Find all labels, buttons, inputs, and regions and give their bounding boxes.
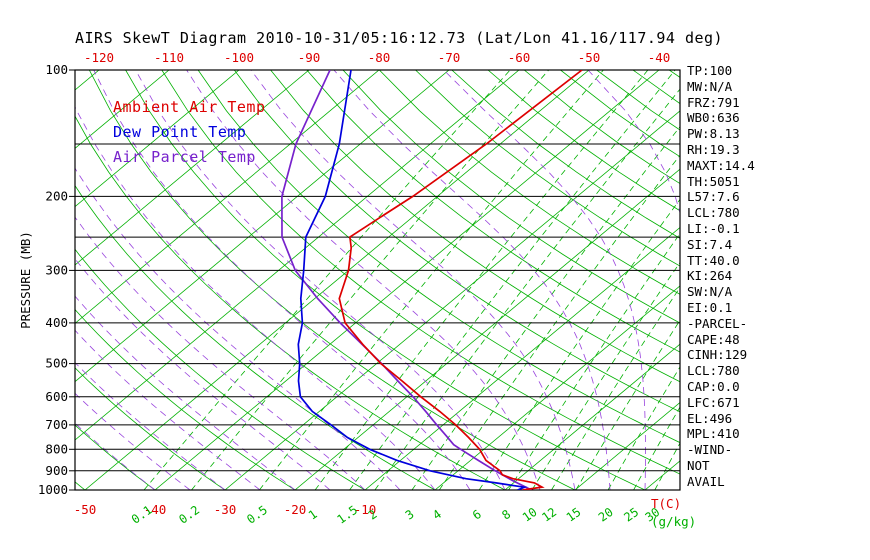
svg-text:6: 6 [470, 507, 484, 523]
stat-line: EI:0.1 [687, 299, 733, 315]
sounding-curves [281, 70, 583, 490]
stat-line: AVAIL [687, 473, 725, 489]
pressure-tick-label: 1000 [38, 482, 68, 497]
pressure-tick-label: 200 [45, 188, 68, 203]
stat-line: MPL:410 [687, 426, 740, 442]
svg-text:15: 15 [564, 505, 584, 525]
stat-line: L57:7.6 [687, 189, 740, 205]
svg-text:0.2: 0.2 [176, 503, 202, 527]
stat-line: KI:264 [687, 268, 733, 284]
svg-text:-40: -40 [144, 502, 167, 517]
stat-line: -WIND- [687, 442, 733, 458]
pressure-tick-label: 300 [45, 262, 68, 277]
svg-text:(g/kg): (g/kg) [651, 514, 696, 529]
svg-text:0.5: 0.5 [244, 503, 270, 527]
stat-line: MW:N/A [687, 78, 733, 94]
svg-text:4: 4 [430, 507, 444, 523]
svg-text:-10: -10 [354, 502, 377, 517]
svg-text:-70: -70 [438, 50, 461, 65]
stat-line: CAP:0.0 [687, 378, 740, 394]
chart-legend: Ambient Air Temp Dew Point Temp Air Parc… [113, 95, 266, 170]
stat-line: TH:5051 [687, 173, 740, 189]
svg-text:-60: -60 [508, 50, 531, 65]
stat-line: SI:7.4 [687, 236, 733, 252]
svg-text:-80: -80 [368, 50, 391, 65]
stat-line: CINH:129 [687, 347, 748, 363]
svg-text:-110: -110 [154, 50, 184, 65]
svg-text:-50: -50 [578, 50, 601, 65]
svg-text:-90: -90 [298, 50, 321, 65]
pressure-tick-label: 500 [45, 356, 68, 371]
axis-labels [69, 69, 75, 491]
svg-text:-20: -20 [284, 502, 307, 517]
stat-line: WB0:636 [687, 110, 740, 126]
curve-air-parcel-temp [281, 70, 532, 490]
stat-line: TT:40.0 [687, 252, 740, 268]
pressure-tick-label: 100 [45, 62, 68, 77]
svg-text:20: 20 [596, 505, 616, 525]
chart-title: AIRS SkewT Diagram 2010-10-31/05:16:12.7… [75, 29, 724, 47]
svg-text:12: 12 [539, 505, 559, 525]
stat-line: TP:100 [687, 63, 733, 78]
pressure-tick-label: 600 [45, 389, 68, 404]
svg-text:2: 2 [366, 507, 380, 523]
stat-line: FRZ:791 [687, 94, 740, 110]
stat-line: LCL:780 [687, 205, 740, 221]
svg-text:-30: -30 [214, 502, 237, 517]
svg-text:3: 3 [403, 507, 417, 523]
svg-text:-100: -100 [224, 50, 254, 65]
svg-text:T(C): T(C) [651, 496, 681, 511]
pressure-tick-label: 700 [45, 417, 68, 432]
stat-line: NOT [687, 457, 710, 473]
svg-text:25: 25 [621, 505, 641, 525]
stat-line: -PARCEL- [687, 315, 748, 331]
stat-line: EL:496 [687, 410, 733, 426]
stat-line: LI:-0.1 [687, 220, 740, 236]
svg-text:10: 10 [520, 505, 540, 525]
pressure-tick-label: 800 [45, 441, 68, 456]
legend-air-parcel-temp: Air Parcel Temp [113, 148, 256, 166]
legend-dew-point-temp: Dew Point Temp [113, 123, 247, 141]
stat-line: CAPE:48 [687, 331, 740, 347]
svg-text:PRESSURE (MB): PRESSURE (MB) [18, 231, 33, 329]
stat-line: PW:8.13 [687, 126, 740, 142]
svg-text:30: 30 [643, 505, 663, 525]
svg-text:1: 1 [306, 507, 320, 523]
isobar-lines [74, 69, 681, 491]
svg-text:-120: -120 [84, 50, 114, 65]
stat-line: LFC:671 [687, 394, 740, 410]
svg-text:8: 8 [499, 507, 513, 523]
stat-line: MAXT:14.4 [687, 157, 755, 173]
stats-panel: TP:100 MW:N/A FRZ:791 WB0:636 PW:8.13 RH:19.3… [687, 63, 867, 490]
pressure-tick-label: 400 [45, 315, 68, 330]
stat-line: RH:19.3 [687, 141, 740, 157]
stat-line: SW:N/A [687, 284, 733, 300]
stat-line: LCL:780 [687, 363, 740, 379]
curve-ambient-air-temp [338, 70, 583, 490]
svg-text:-40: -40 [648, 50, 671, 65]
svg-text:-50: -50 [74, 502, 97, 517]
pressure-tick-label: 900 [45, 463, 68, 478]
curve-dew-point-temp [297, 70, 528, 490]
legend-ambient-air-temp: Ambient Air Temp [113, 98, 266, 116]
